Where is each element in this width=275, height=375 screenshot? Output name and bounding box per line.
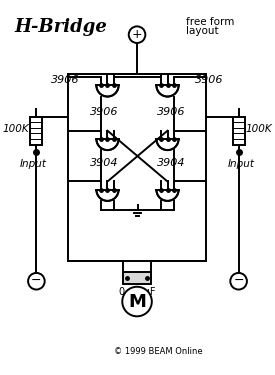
Text: 3906: 3906 [157,107,185,117]
Text: 3906: 3906 [90,107,118,117]
Bar [233,117,244,145]
Polygon shape [97,190,119,201]
Text: 100K: 100K [2,124,29,134]
Text: +: + [132,28,142,41]
Polygon shape [156,86,178,96]
Text: 3904: 3904 [90,158,118,168]
Text: 0.47 μF: 0.47 μF [119,287,155,297]
Text: H-Bridge: H-Bridge [14,18,107,36]
Text: layout: layout [186,26,219,36]
Polygon shape [97,86,119,96]
Text: 3904: 3904 [157,158,185,168]
Text: 100K: 100K [246,124,273,134]
Text: Input: Input [20,159,47,170]
Text: 3906: 3906 [51,75,80,85]
Circle shape [129,26,145,43]
Text: Input: Input [228,159,255,170]
Text: free form: free form [186,17,234,27]
Polygon shape [156,190,178,201]
Bar [123,272,151,284]
Text: −: − [233,274,244,287]
Circle shape [230,273,247,290]
Text: © 1999 BEAM Online: © 1999 BEAM Online [114,347,203,356]
Circle shape [28,273,45,290]
Polygon shape [156,139,178,150]
Text: M: M [128,292,146,310]
Text: 3906: 3906 [195,75,224,85]
Circle shape [122,287,152,316]
Bar [31,117,42,145]
Polygon shape [97,139,119,150]
Text: −: − [31,274,42,287]
